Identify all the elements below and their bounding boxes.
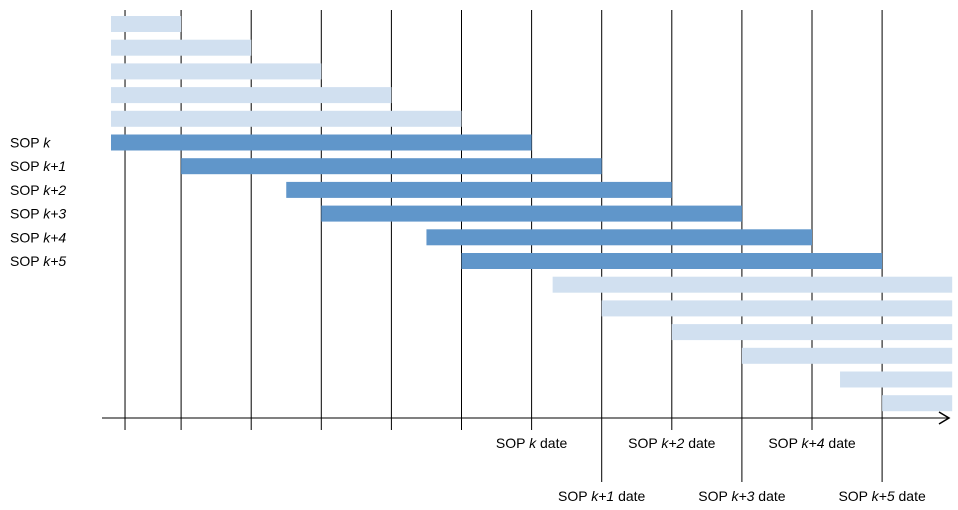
row-label-6: SOP k+1: [10, 158, 66, 174]
row-label-9-index: k+4: [43, 229, 66, 245]
active-bar-8: [321, 205, 742, 222]
date-label-0: SOP k date: [496, 435, 568, 451]
inactive-bar-2: [111, 63, 322, 80]
row-label-7-index: k+2: [43, 182, 66, 198]
row-label-10: SOP k+5: [10, 253, 66, 269]
date-label-1-prefix: SOP: [558, 488, 591, 504]
date-label-2-suffix: date: [684, 435, 715, 451]
date-label-1-index: k+1: [591, 488, 614, 504]
inactive-bar-1: [111, 39, 252, 56]
row-label-8: SOP k+3: [10, 206, 66, 222]
time-axis-arrow-icon: [938, 411, 951, 425]
row-label-5: SOP k: [10, 135, 51, 151]
date-label-3: SOP k+3 date: [698, 488, 786, 504]
date-label-0-index: k: [529, 435, 537, 451]
date-label-2: SOP k+2 date: [628, 435, 716, 451]
inactive-bar-3: [111, 87, 392, 104]
date-label-1-suffix: date: [614, 488, 645, 504]
inactive-bar-4: [111, 110, 462, 127]
date-label-3-suffix: date: [754, 488, 785, 504]
row-label-10-prefix: SOP: [10, 253, 43, 269]
active-bar-9: [426, 229, 812, 246]
row-label-9: SOP k+4: [10, 229, 66, 245]
row-label-8-index: k+3: [43, 206, 66, 222]
date-label-2-prefix: SOP: [628, 435, 661, 451]
date-label-3-index: k+3: [731, 488, 754, 504]
time-axis: [102, 411, 951, 425]
inactive-bar-0: [111, 16, 182, 32]
date-label-5-prefix: SOP: [838, 488, 871, 504]
active-bar-6: [181, 158, 602, 175]
row-label-10-index: k+5: [43, 253, 66, 269]
row-label-7: SOP k+2: [10, 182, 66, 198]
row-label-5-index: k: [43, 135, 51, 151]
inactive-bar-16: [882, 395, 953, 412]
active-bar-5: [111, 134, 532, 151]
date-label-5: SOP k+5 date: [838, 488, 926, 504]
row-label-6-prefix: SOP: [10, 158, 43, 174]
date-label-1: SOP k+1 date: [558, 488, 646, 504]
bars: [111, 16, 953, 412]
date-label-0-suffix: date: [536, 435, 567, 451]
date-label-4-prefix: SOP: [768, 435, 801, 451]
date-label-4-suffix: date: [825, 435, 856, 451]
inactive-bar-14: [741, 347, 953, 364]
date-label-4-index: k+4: [802, 435, 825, 451]
date-label-5-suffix: date: [895, 488, 926, 504]
row-label-6-index: k+1: [43, 158, 66, 174]
date-label-2-index: k+2: [661, 435, 684, 451]
active-bar-7: [286, 181, 672, 198]
inactive-bar-15: [840, 371, 953, 388]
active-bar-10: [461, 253, 883, 269]
inactive-bar-12: [601, 300, 953, 317]
inactive-bar-13: [671, 324, 953, 341]
date-label-3-prefix: SOP: [698, 488, 731, 504]
row-label-5-prefix: SOP: [10, 135, 43, 151]
date-label-0-prefix: SOP: [496, 435, 529, 451]
row-label-9-prefix: SOP: [10, 229, 43, 245]
gridlines: [124, 10, 883, 482]
inactive-bar-11: [552, 276, 953, 293]
row-label-7-prefix: SOP: [10, 182, 43, 198]
row-label-8-prefix: SOP: [10, 206, 43, 222]
date-label-5-index: k+5: [872, 488, 895, 504]
date-label-4: SOP k+4 date: [768, 435, 856, 451]
